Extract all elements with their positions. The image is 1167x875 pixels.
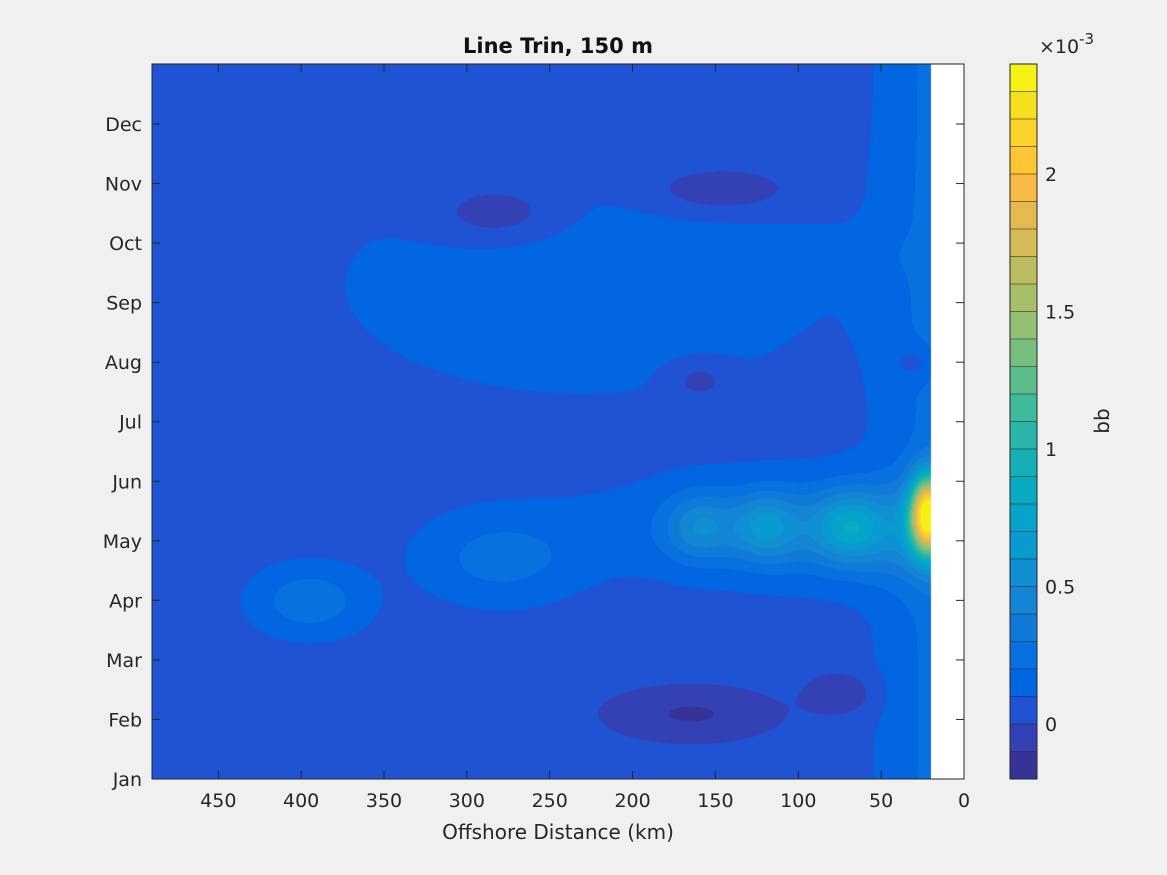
colorbar-segment bbox=[1010, 394, 1037, 422]
colorbar-segment bbox=[1010, 531, 1037, 560]
colorbar-segment bbox=[1010, 586, 1037, 615]
chart-title: Line Trin, 150 m bbox=[463, 34, 653, 58]
colorbar-segment bbox=[1010, 724, 1037, 752]
colorbar-segment bbox=[1010, 421, 1037, 450]
plot-area bbox=[151, 63, 965, 780]
y-tick-label: Jan bbox=[112, 769, 142, 791]
y-tick-label: May bbox=[103, 531, 142, 553]
colorbar-segment bbox=[1010, 311, 1037, 340]
colorbar-segment bbox=[1010, 256, 1037, 285]
colorbar-exponent-power: -3 bbox=[1079, 30, 1094, 48]
colorbar-segment bbox=[1010, 339, 1037, 367]
colorbar-segment bbox=[1010, 614, 1037, 642]
x-tick-label: 400 bbox=[283, 790, 319, 812]
x-axis-label: Offshore Distance (km) bbox=[442, 820, 674, 844]
x-tick-label: 0 bbox=[958, 790, 970, 812]
colorbar-segment bbox=[1010, 146, 1037, 175]
colorbar-tick-label: 2 bbox=[1045, 164, 1057, 186]
colorbar-segment bbox=[1010, 449, 1037, 477]
x-axis: 450 400 350 300 250 200 150 100 50 0 bbox=[200, 64, 970, 812]
colorbar-segment bbox=[1010, 476, 1037, 505]
colorbar-segment bbox=[1010, 119, 1037, 147]
y-tick-label: Jul bbox=[118, 412, 142, 434]
y-tick-label: Dec bbox=[105, 114, 142, 136]
colorbar-segment bbox=[1010, 669, 1037, 697]
x-tick-label: 250 bbox=[532, 790, 568, 812]
colorbar: 0 0.5 1 1.5 2 bbox=[1009, 63, 1075, 780]
colorbar-segment bbox=[1010, 64, 1037, 92]
colorbar-segment bbox=[1010, 229, 1037, 257]
colorbar-tick-label: 0.5 bbox=[1045, 577, 1075, 599]
x-tick-label: 450 bbox=[200, 790, 236, 812]
colorbar-tick-label: 1 bbox=[1045, 439, 1057, 461]
colorbar-exponent: ×10-3 bbox=[1039, 30, 1094, 58]
colorbar-segment bbox=[1010, 174, 1037, 202]
y-tick-label: Oct bbox=[109, 233, 142, 255]
x-tick-label: 100 bbox=[780, 790, 816, 812]
colorbar-segment bbox=[1010, 641, 1037, 670]
y-tick-label: Aug bbox=[105, 352, 142, 374]
colorbar-label: bb bbox=[1090, 408, 1114, 433]
colorbar-segment bbox=[1010, 91, 1037, 120]
x-tick-label: 50 bbox=[869, 790, 893, 812]
y-tick-label: Nov bbox=[105, 174, 142, 196]
colorbar-segment bbox=[1010, 696, 1037, 725]
colorbar-exponent-base: ×10 bbox=[1039, 36, 1079, 58]
y-tick-label: Apr bbox=[109, 590, 142, 612]
y-tick-label: Mar bbox=[106, 650, 142, 672]
colorbar-segment bbox=[1010, 504, 1037, 532]
x-tick-label: 350 bbox=[366, 790, 402, 812]
y-tick-label: Jun bbox=[111, 471, 142, 493]
colorbar-segment bbox=[1010, 559, 1037, 587]
colorbar-segment bbox=[1010, 284, 1037, 312]
colorbar-segment bbox=[1010, 366, 1037, 395]
x-tick-label: 150 bbox=[697, 790, 733, 812]
x-tick-label: 300 bbox=[449, 790, 485, 812]
colorbar-tick-label: 0 bbox=[1045, 714, 1057, 736]
y-axis: Jan Feb Mar Apr May Jun Jul Aug Sep Oct Nov Dec bbox=[103, 114, 964, 791]
colorbar-box bbox=[1009, 63, 1038, 780]
colorbar-segment bbox=[1010, 201, 1037, 230]
contour-field bbox=[152, 64, 964, 779]
y-tick-label: Feb bbox=[108, 709, 142, 731]
colorbar-segment bbox=[1010, 751, 1037, 780]
y-tick-label: Sep bbox=[106, 293, 142, 315]
x-tick-label: 200 bbox=[614, 790, 650, 812]
colorbar-tick-label: 1.5 bbox=[1045, 302, 1075, 324]
